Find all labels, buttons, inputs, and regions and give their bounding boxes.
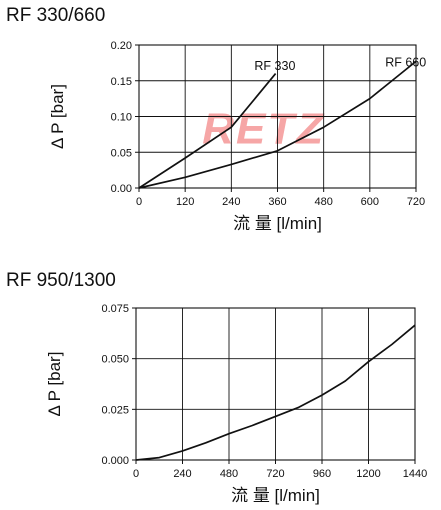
series-label-rf-660: RF 660 (385, 55, 426, 69)
y-axis-label: Δ P [bar] (48, 84, 67, 149)
y-tick-label: 0.20 (111, 40, 132, 52)
y-tick-label: 0.075 (101, 303, 129, 315)
chart-plot-area: RETZ 0 120 240 360 480 600 720 0.00 0.05 0.10 0.15 0… (48, 40, 426, 233)
chart-title: RF 330/660 (6, 5, 106, 26)
x-tick-label: 360 (268, 196, 286, 208)
x-tick-label: 720 (266, 468, 284, 480)
series-line-curve (135, 324, 416, 461)
x-axis-label: 流 量 [l/min] (231, 486, 320, 505)
x-tick-label: 240 (173, 468, 191, 480)
x-tick-label: 1200 (356, 468, 380, 480)
y-tick-label: 0.10 (111, 112, 132, 124)
y-tick-label: 0.025 (101, 404, 129, 416)
x-tick-label: 960 (313, 468, 331, 480)
chart-plot-area: 0 240 480 720 960 1200 1440 0.000 0.025 0.050 0.07… (45, 303, 427, 505)
x-tick-label: 480 (220, 468, 238, 480)
y-axis-label: Δ P [bar] (45, 352, 64, 417)
x-tick-label: 0 (136, 196, 142, 208)
y-tick-label: 0.15 (111, 76, 132, 88)
watermark-logo: RETZ (202, 105, 325, 154)
series-label-rf-330: RF 330 (254, 59, 295, 73)
x-tick-label: 240 (222, 196, 240, 208)
y-tick-label: 0.050 (101, 354, 129, 366)
y-tick-label: 0.05 (111, 147, 132, 159)
x-tick-label: 1440 (403, 468, 427, 480)
x-tick-label: 120 (176, 196, 194, 208)
x-tick-label: 720 (407, 196, 425, 208)
chart-title: RF 950/1300 (6, 270, 116, 291)
series-line-rf-330 (138, 73, 277, 189)
x-tick-label: 480 (314, 196, 332, 208)
y-tick-label: 0.000 (101, 455, 129, 467)
x-tick-label: 600 (361, 196, 379, 208)
chart-rf-330-660: RF 330/660 RETZ 0 120 240 360 480 600 720 0.00 0.… (0, 0, 441, 250)
y-tick-label: 0.00 (111, 183, 132, 195)
x-tick-label: 0 (133, 468, 139, 480)
series-line-rf-660 (138, 60, 417, 189)
chart-rf-950-1300: RF 950/1300 0 240 480 720 960 1200 1440 0.000 0.… (0, 258, 441, 510)
x-axis-label: 流 量 [l/min] (233, 214, 322, 233)
